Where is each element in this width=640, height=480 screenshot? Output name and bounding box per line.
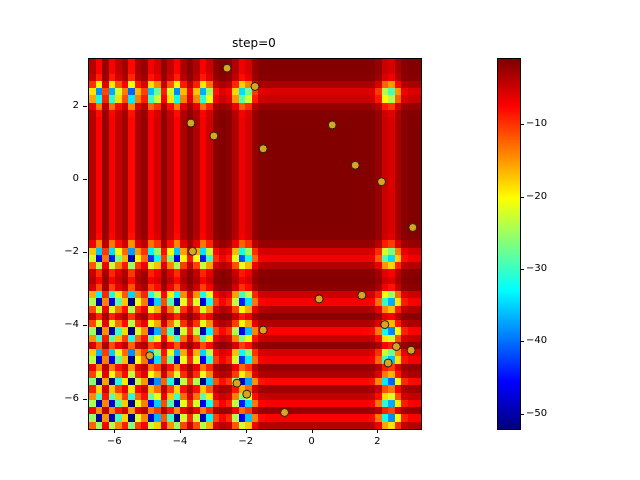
x-tick-mark: [311, 429, 313, 433]
colorbar: [497, 58, 521, 430]
x-tick-mark: [180, 429, 182, 433]
x-axis-tick-label: −6: [106, 436, 122, 447]
colorbar-tick-mark: [520, 196, 524, 198]
colorbar-tick-label: −20: [526, 190, 548, 202]
colorbar-canvas: [498, 59, 520, 429]
y-axis-tick-label: −6: [64, 392, 79, 404]
y-tick-mark: [83, 325, 87, 327]
colorbar-tick-mark: [520, 413, 524, 415]
colorbar-tick-label: −30: [526, 263, 548, 275]
plot-area: [88, 58, 422, 430]
x-axis-tick-label: 0: [308, 436, 315, 447]
colorbar-tick-mark: [520, 341, 524, 343]
x-axis-tick-label: −4: [172, 436, 188, 447]
plot-title: step=0: [232, 36, 276, 50]
colorbar-tick-mark: [520, 124, 524, 126]
colorbar-tick-mark: [520, 269, 524, 271]
y-tick-mark: [83, 105, 87, 107]
y-axis-tick-label: −2: [64, 246, 79, 258]
y-axis-tick-label: 2: [72, 99, 79, 111]
x-axis-tick-label: 2: [374, 436, 381, 447]
y-tick-mark: [83, 178, 87, 180]
colorbar-tick-label: −10: [526, 118, 548, 130]
y-axis-tick-label: −4: [64, 319, 79, 331]
scatter-canvas: [89, 59, 421, 429]
x-tick-mark: [245, 429, 247, 433]
y-axis-tick-label: 0: [72, 172, 79, 184]
colorbar-tick-label: −50: [526, 407, 548, 419]
y-tick-mark: [83, 252, 87, 254]
y-tick-mark: [83, 398, 87, 400]
x-tick-mark: [377, 429, 379, 433]
x-tick-mark: [114, 429, 116, 433]
colorbar-tick-label: −40: [526, 335, 548, 347]
x-axis-tick-label: −2: [238, 436, 254, 447]
